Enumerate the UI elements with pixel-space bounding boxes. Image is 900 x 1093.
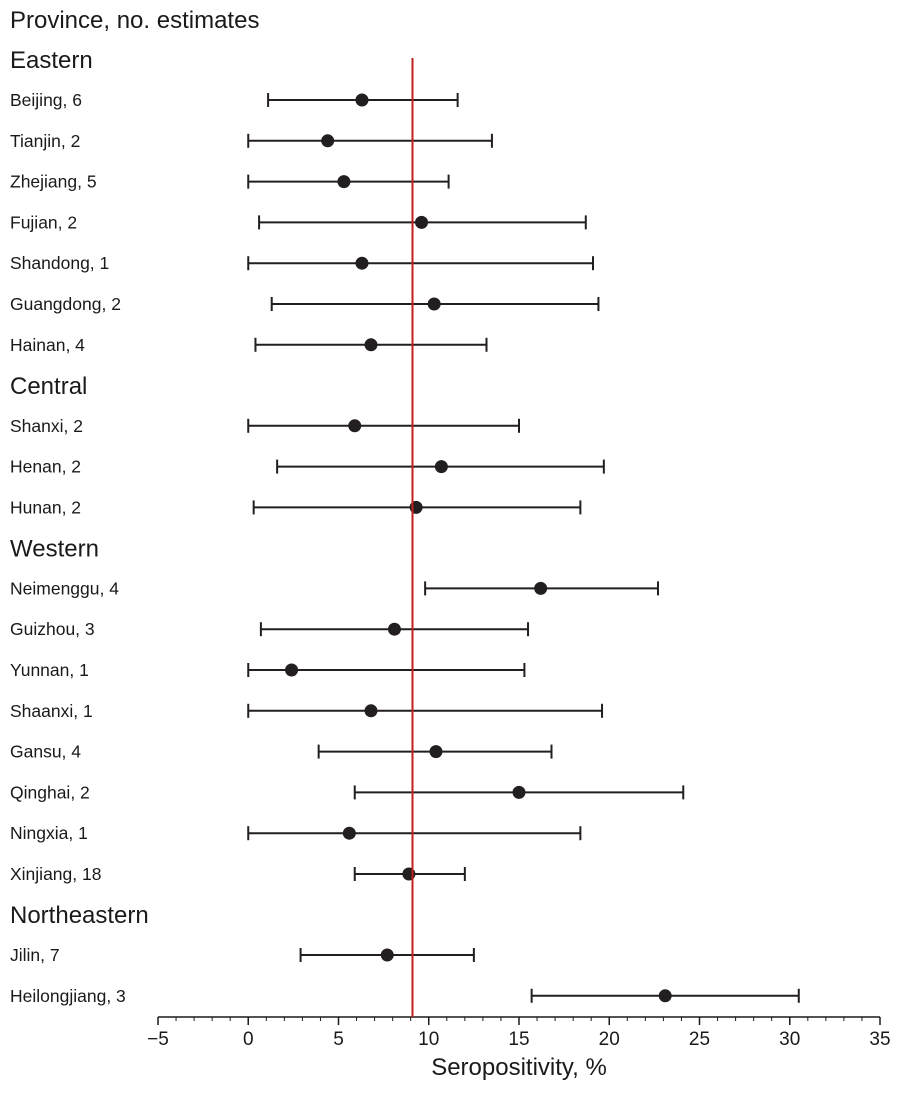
row-label: Guizhou, 3 <box>10 619 95 639</box>
row-label: Henan, 2 <box>10 457 81 477</box>
row-label: Fujian, 2 <box>10 212 77 232</box>
x-tick-label: 25 <box>689 1029 710 1050</box>
row-shandong: Shandong, 1 <box>10 253 595 273</box>
rows-layer: Eastern Beijing, 6 Tianjin, 2 Zhejiang, 5 Fu… <box>10 47 800 1006</box>
row-jilin: Jilin, 7 <box>10 945 475 965</box>
estimate-point <box>342 826 356 840</box>
region-heading-northeastern: Northeastern <box>10 902 149 929</box>
estimate-point <box>429 745 443 759</box>
row-beijing: Beijing, 6 <box>10 90 459 110</box>
row-fujian: Fujian, 2 <box>10 212 587 232</box>
row-label: Shandong, 1 <box>10 253 109 273</box>
region-heading-western: Western <box>10 535 99 562</box>
x-tick-label: 10 <box>418 1029 439 1050</box>
row-label: Neimenggu, 4 <box>10 578 119 598</box>
estimate-point <box>364 704 378 718</box>
row-gansu: Gansu, 4 <box>10 742 553 762</box>
row-henan: Henan, 2 <box>10 457 605 477</box>
row-yunnan: Yunnan, 1 <box>10 660 526 680</box>
x-tick-label: 0 <box>243 1029 254 1050</box>
row-label: Beijing, 6 <box>10 90 82 110</box>
row-label: Heilongjiang, 3 <box>10 986 126 1006</box>
row-guizhou: Guizhou, 3 <box>10 619 530 639</box>
estimate-point <box>348 419 362 433</box>
row-label: Yunnan, 1 <box>10 660 89 680</box>
row-zhejiang: Zhejiang, 5 <box>10 172 450 192</box>
estimate-point <box>380 948 394 962</box>
row-label: Tianjin, 2 <box>10 131 80 151</box>
estimate-point <box>364 338 378 352</box>
row-label: Xinjiang, 18 <box>10 864 101 884</box>
x-tick-label: 35 <box>869 1029 890 1050</box>
region-heading-central: Central <box>10 373 87 400</box>
row-label: Guangdong, 2 <box>10 294 121 314</box>
row-qinghai: Qinghai, 2 <box>10 782 685 802</box>
row-guangdong: Guangdong, 2 <box>10 294 600 314</box>
estimate-point <box>337 175 351 189</box>
row-label: Qinghai, 2 <box>10 782 90 802</box>
estimate-point <box>355 93 369 107</box>
row-shaanxi: Shaanxi, 1 <box>10 701 604 721</box>
estimate-point <box>415 215 429 229</box>
row-heilongjiang: Heilongjiang, 3 <box>10 986 800 1006</box>
row-label: Zhejiang, 5 <box>10 172 97 192</box>
row-hainan: Hainan, 4 <box>10 335 488 355</box>
estimate-point <box>427 297 441 311</box>
row-label: Jilin, 7 <box>10 945 60 965</box>
x-axis-label: Seropositivity, % <box>431 1054 607 1081</box>
row-neimenggu: Neimenggu, 4 <box>10 578 659 598</box>
row-hunan: Hunan, 2 <box>10 497 582 517</box>
row-label: Shanxi, 2 <box>10 416 83 436</box>
row-label: Ningxia, 1 <box>10 823 88 843</box>
x-tick-label: 20 <box>599 1029 620 1050</box>
row-tianjin: Tianjin, 2 <box>10 131 493 151</box>
x-tick-label: 5 <box>333 1029 344 1050</box>
estimate-point <box>658 989 672 1003</box>
estimate-point <box>285 663 299 677</box>
row-label: Shaanxi, 1 <box>10 701 93 721</box>
chart-title: Province, no. estimates <box>10 7 259 34</box>
x-tick-label: −5 <box>147 1029 169 1050</box>
estimate-point <box>534 581 548 595</box>
x-axis: −5 0 5 10 15 20 25 30 35 <box>147 1016 891 1050</box>
row-ningxia: Ningxia, 1 <box>10 823 582 843</box>
row-label: Hainan, 4 <box>10 335 85 355</box>
x-tick-label: 30 <box>779 1029 800 1050</box>
row-label: Hunan, 2 <box>10 497 81 517</box>
estimate-point <box>512 785 526 799</box>
row-label: Gansu, 4 <box>10 742 81 762</box>
estimate-point <box>321 134 335 148</box>
row-shanxi: Shanxi, 2 <box>10 416 520 436</box>
row-xinjiang: Xinjiang, 18 <box>10 864 466 884</box>
estimate-point <box>355 256 369 270</box>
region-heading-eastern: Eastern <box>10 47 93 74</box>
estimate-point <box>387 622 401 636</box>
estimate-point <box>434 460 448 474</box>
x-tick-label: 15 <box>508 1029 529 1050</box>
